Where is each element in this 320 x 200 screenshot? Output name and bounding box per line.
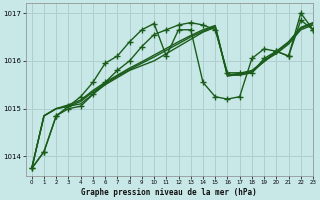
X-axis label: Graphe pression niveau de la mer (hPa): Graphe pression niveau de la mer (hPa)	[82, 188, 257, 197]
